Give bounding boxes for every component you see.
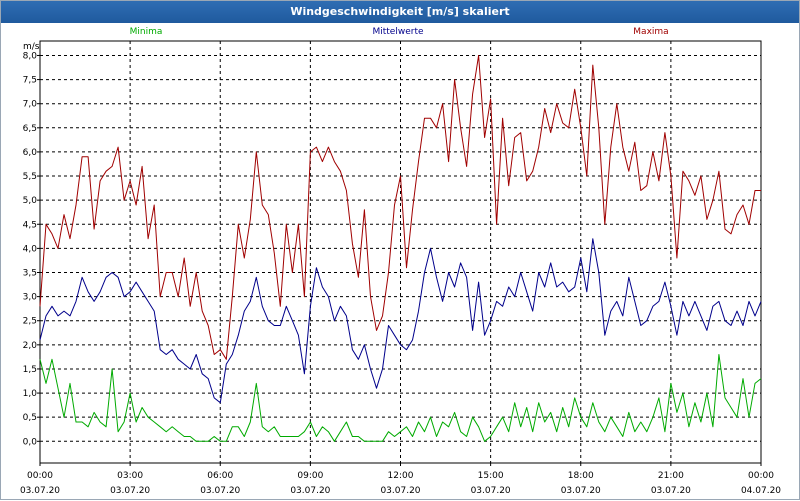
- y-tick-label: 4,0: [23, 244, 38, 254]
- legend-entry: Mittelwerte: [372, 27, 423, 37]
- y-tick-label: 1,0: [23, 389, 38, 399]
- y-tick-label: 7,0: [23, 100, 38, 110]
- y-tick-label: 5,5: [23, 172, 37, 182]
- series-lines: [39, 55, 762, 442]
- y-tick-label: 0,5: [23, 413, 37, 423]
- y-tick-label: 8,0: [23, 51, 38, 61]
- x-tick-date-label: 03.07.20: [561, 486, 601, 496]
- x-tick-time-label: 06:00: [207, 471, 233, 481]
- legend: Minima Mittelwerte Maxima: [130, 27, 669, 37]
- x-tick-time-label: 00:00: [27, 471, 53, 481]
- y-tick-label: 1,5: [23, 365, 37, 375]
- y-tick-label: 2,5: [23, 317, 37, 327]
- legend-entry: Minima: [130, 27, 163, 37]
- y-tick-label: 2,0: [23, 341, 38, 351]
- x-tick-time-label: 12:00: [388, 471, 414, 481]
- x-tick-date-label: 03.07.20: [20, 486, 60, 496]
- x-tick-date-label: 03.07.20: [651, 486, 691, 496]
- y-axis-unit: m/s: [23, 42, 40, 52]
- x-tick-date-label: 03.07.20: [290, 486, 330, 496]
- legend-entry: Maxima: [633, 27, 668, 37]
- x-tick-time-label: 03:00: [117, 471, 143, 481]
- x-tick-date-label: 04.07.20: [741, 486, 781, 496]
- x-tick-date-label: 03.07.20: [380, 486, 420, 496]
- x-axis-ticks: 00:00 03.07.20 03:00 03.07.20 06:00 03.07.20 0…: [20, 463, 781, 496]
- x-tick-time-label: 15:00: [478, 471, 504, 481]
- x-tick-date-label: 03.07.20: [471, 486, 511, 496]
- series-line-minima: [39, 354, 762, 442]
- series-line-maxima: [39, 55, 761, 360]
- y-tick-label: 3,5: [23, 268, 37, 278]
- y-tick-label: 0,0: [23, 437, 38, 447]
- y-tick-label: 5,0: [23, 196, 38, 206]
- x-tick-time-label: 09:00: [297, 471, 323, 481]
- y-tick-label: 4,5: [23, 220, 37, 230]
- window-title: Windgeschwindigkeit [m/s] skaliert: [1, 1, 799, 23]
- y-tick-label: 6,0: [23, 148, 38, 158]
- y-tick-label: 3,0: [23, 293, 38, 303]
- x-tick-date-label: 03.07.20: [110, 486, 150, 496]
- y-axis-ticks: 0,0 0,5 1,0 1,5 2,0 2,5 3,0 3,5 4,0 4,5 5,0 5,5 6,0 6…: [23, 51, 40, 447]
- series-line-mittelwerte: [39, 238, 762, 404]
- x-tick-time-label: 00:00: [748, 471, 774, 481]
- y-tick-label: 7,5: [23, 76, 37, 86]
- x-tick-time-label: 21:00: [658, 471, 684, 481]
- x-tick-date-label: 03.07.20: [200, 486, 240, 496]
- x-tick-time-label: 18:00: [568, 471, 594, 481]
- y-tick-label: 6,5: [23, 124, 37, 134]
